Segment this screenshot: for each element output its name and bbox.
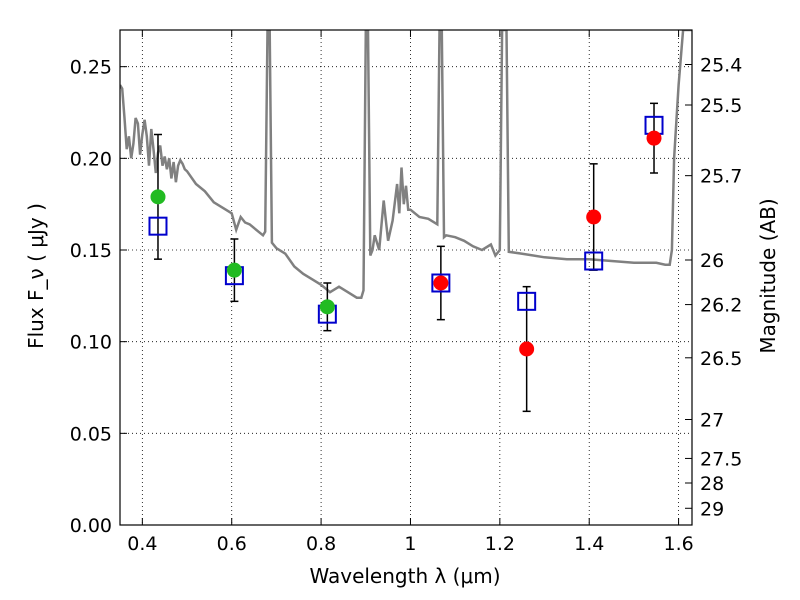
y-axis-label-right: Magnitude (AB) [756,198,780,353]
y-axis-label: Flux F_ν ( μJy ) [24,203,48,349]
data-point-marker [150,189,166,205]
model-spectrum [120,30,692,299]
mag-tick-label: 25.7 [700,166,742,188]
mag-tick-label: 25.5 [700,95,742,117]
mag-tick-label: 27 [700,410,724,432]
x-tick-label: 0.8 [306,533,336,555]
x-tick-label: 1.4 [574,533,604,555]
x-tick-label: 0.6 [217,533,247,555]
model-square-marker [431,273,451,293]
x-tick-label: 1.2 [485,533,515,555]
x-tick-label: 1 [404,533,416,555]
mag-tick-label: 29 [700,498,724,520]
y-tick-label: 0.15 [70,240,112,262]
y-tick-label: 0.20 [70,148,112,170]
y-tick-label: 0.00 [70,515,112,537]
data-point-marker [519,341,535,357]
plot-frame [119,29,693,526]
model-spectrum-line [120,30,692,299]
data-point-marker [433,275,449,291]
mag-tick-label: 26.5 [700,348,742,370]
mag-tick-label: 26 [700,250,724,272]
data-point-marker [586,209,602,225]
mag-tick-label: 26.2 [700,295,742,317]
mag-tick-label: 28 [700,473,724,495]
data-point-marker [319,299,335,315]
x-axis-label: Wavelength λ (μm) [309,564,500,588]
x-tick-label: 1.6 [663,533,693,555]
model-square-marker [148,216,168,236]
y-tick-label: 0.05 [70,423,112,445]
axes: 0.4 0.6 0.8 1 1.2 1.4 1.6 0.00 0.05 0.10 0.15 0.20 0… [70,29,742,555]
y-tick-label: 0.25 [70,57,112,79]
model-square-marker [517,291,537,311]
data-points [148,102,664,413]
data-point-marker [646,130,662,146]
y-tick-label: 0.10 [70,332,112,354]
mag-tick-label: 25.4 [700,54,742,76]
mag-tick-label: 27.5 [700,448,742,470]
data-point-marker [226,262,242,278]
x-tick-label: 0.4 [127,533,157,555]
grid [120,30,692,526]
model-square-marker [584,251,604,271]
